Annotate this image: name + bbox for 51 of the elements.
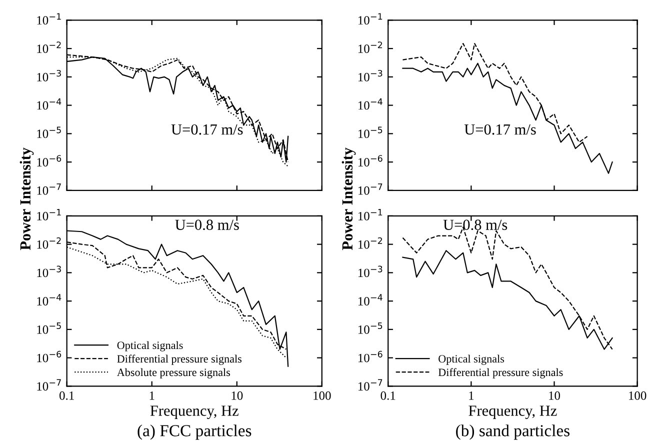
y-tick-label: 10$^{−6}$: [37, 155, 62, 166]
text: (a) FCC particles: [138, 424, 252, 440]
y-axis-title: Power Intensity: [20, 148, 34, 250]
annotation: U=0.17 m/s: [464, 124, 536, 135]
y-tick-label: 10$^{−7}$: [358, 184, 382, 195]
legend-label: Differential pressure signals: [117, 354, 242, 365]
x-axis-title: Frequency, Hz: [150, 406, 238, 420]
x-tick-label: 1: [150, 391, 154, 400]
y-tick-label: 10$^{−7}$: [37, 184, 61, 195]
y-tick-label: 10$^{−5}$: [37, 126, 61, 138]
x-tick-label: 0.1: [60, 391, 74, 400]
y-tick-label: 10$^{−4}$: [358, 98, 382, 110]
y-tick-label: 10$^{−2}$: [37, 237, 61, 249]
x-tick-label: 0.1: [380, 391, 396, 400]
y-tick-label: 10$^{−3}$: [358, 70, 382, 82]
x-tick-label: 1: [469, 391, 474, 400]
y-tick-label: 10$^{−6}$: [358, 350, 382, 362]
annotation: U=0.8 m/s: [443, 220, 508, 230]
y-tick-label: 10$^{−1}$: [358, 209, 382, 220]
legend-label: Optical signals: [117, 341, 183, 352]
y-tick-label: 10$^{−6}$: [358, 155, 382, 166]
x-tick-label: 10: [232, 391, 243, 400]
y-tick-label: 10$^{−2}$: [37, 42, 61, 53]
y-tick-label: 10$^{−4}$: [358, 294, 382, 306]
x-tick-label: 100: [314, 391, 331, 400]
y-tick-label: 10$^{−5}$: [358, 322, 382, 334]
x-tick-label: 100: [629, 391, 646, 400]
x-tick-label: 10: [549, 391, 560, 400]
y-tick-label: 10$^{−2}$: [358, 237, 382, 249]
y-tick-label: 10$^{−3}$: [37, 266, 61, 278]
y-tick-label: 10$^{−5}$: [37, 322, 61, 334]
legend-label: Absolute pressure signals: [116, 368, 230, 378]
y-tick-label: 10$^{−2}$: [358, 42, 382, 53]
y-tick-label: 10$^{−1}$: [358, 13, 382, 25]
legend-label: Differential pressure signals: [438, 368, 563, 378]
annotation: U=0.8 m/s: [175, 220, 239, 230]
y-tick-label: 10$^{−7}$: [37, 379, 61, 391]
y-tick-label: 10$^{−6}$: [37, 350, 62, 362]
y-tick-label: 10$^{−4}$: [37, 98, 62, 110]
legend-label: Optical signals: [438, 354, 504, 365]
x-axis-title: Frequency, Hz: [468, 406, 557, 420]
y-tick-label: 10$^{−7}$: [358, 379, 382, 391]
y-axis-title: Power Intensity: [342, 148, 356, 250]
y-tick-label: 10$^{−4}$: [37, 294, 62, 306]
y-tick-label: 10$^{−1}$: [37, 209, 61, 220]
text: (b) sand particles: [456, 424, 570, 440]
y-tick-label: 10$^{−1}$: [37, 13, 61, 25]
y-tick-label: 10$^{−3}$: [37, 70, 61, 82]
y-tick-label: 10$^{−3}$: [358, 266, 382, 278]
annotation: U=0.17 m/s: [171, 124, 243, 135]
y-tick-label: 10$^{−5}$: [358, 126, 382, 138]
